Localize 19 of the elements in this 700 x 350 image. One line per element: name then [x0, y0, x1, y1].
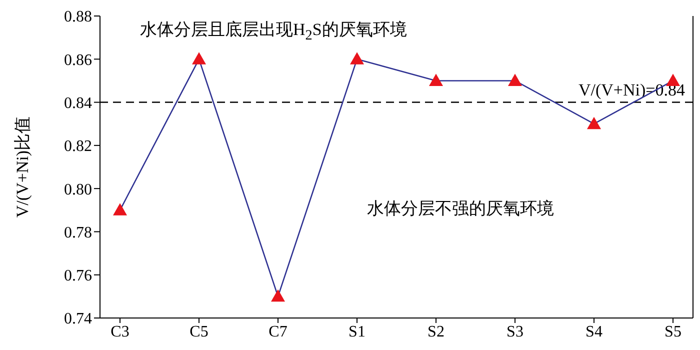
- x-tick-label: S5: [664, 323, 682, 340]
- x-tick-label: C3: [110, 323, 130, 340]
- x-tick-label: S2: [428, 323, 444, 340]
- y-tick-label: 0.84: [64, 94, 92, 112]
- y-tick-label: 0.78: [64, 224, 92, 242]
- x-tick-label: C7: [268, 323, 288, 340]
- y-tick-label: 0.86: [64, 52, 92, 69]
- x-tick-label: S3: [506, 323, 524, 340]
- x-tick-label: S1: [348, 323, 366, 340]
- x-tick-label: C5: [190, 323, 208, 340]
- y-tick-label: 0.80: [64, 181, 92, 198]
- annotation: 水体分层且底层出现H$_{2}$S的厌氧环境: [140, 19, 407, 44]
- x-tick-label: S4: [586, 323, 602, 340]
- annotation: 水体分层不强的厌氧环境: [366, 198, 554, 220]
- y-axis-title: V/(V+Ni)比值: [13, 116, 32, 218]
- y-tick-label: 0.82: [64, 138, 92, 156]
- y-tick-label: 0.74: [64, 310, 92, 328]
- y-tick-label: 0.76: [64, 268, 92, 285]
- y-tick-label: 0.88: [64, 8, 92, 26]
